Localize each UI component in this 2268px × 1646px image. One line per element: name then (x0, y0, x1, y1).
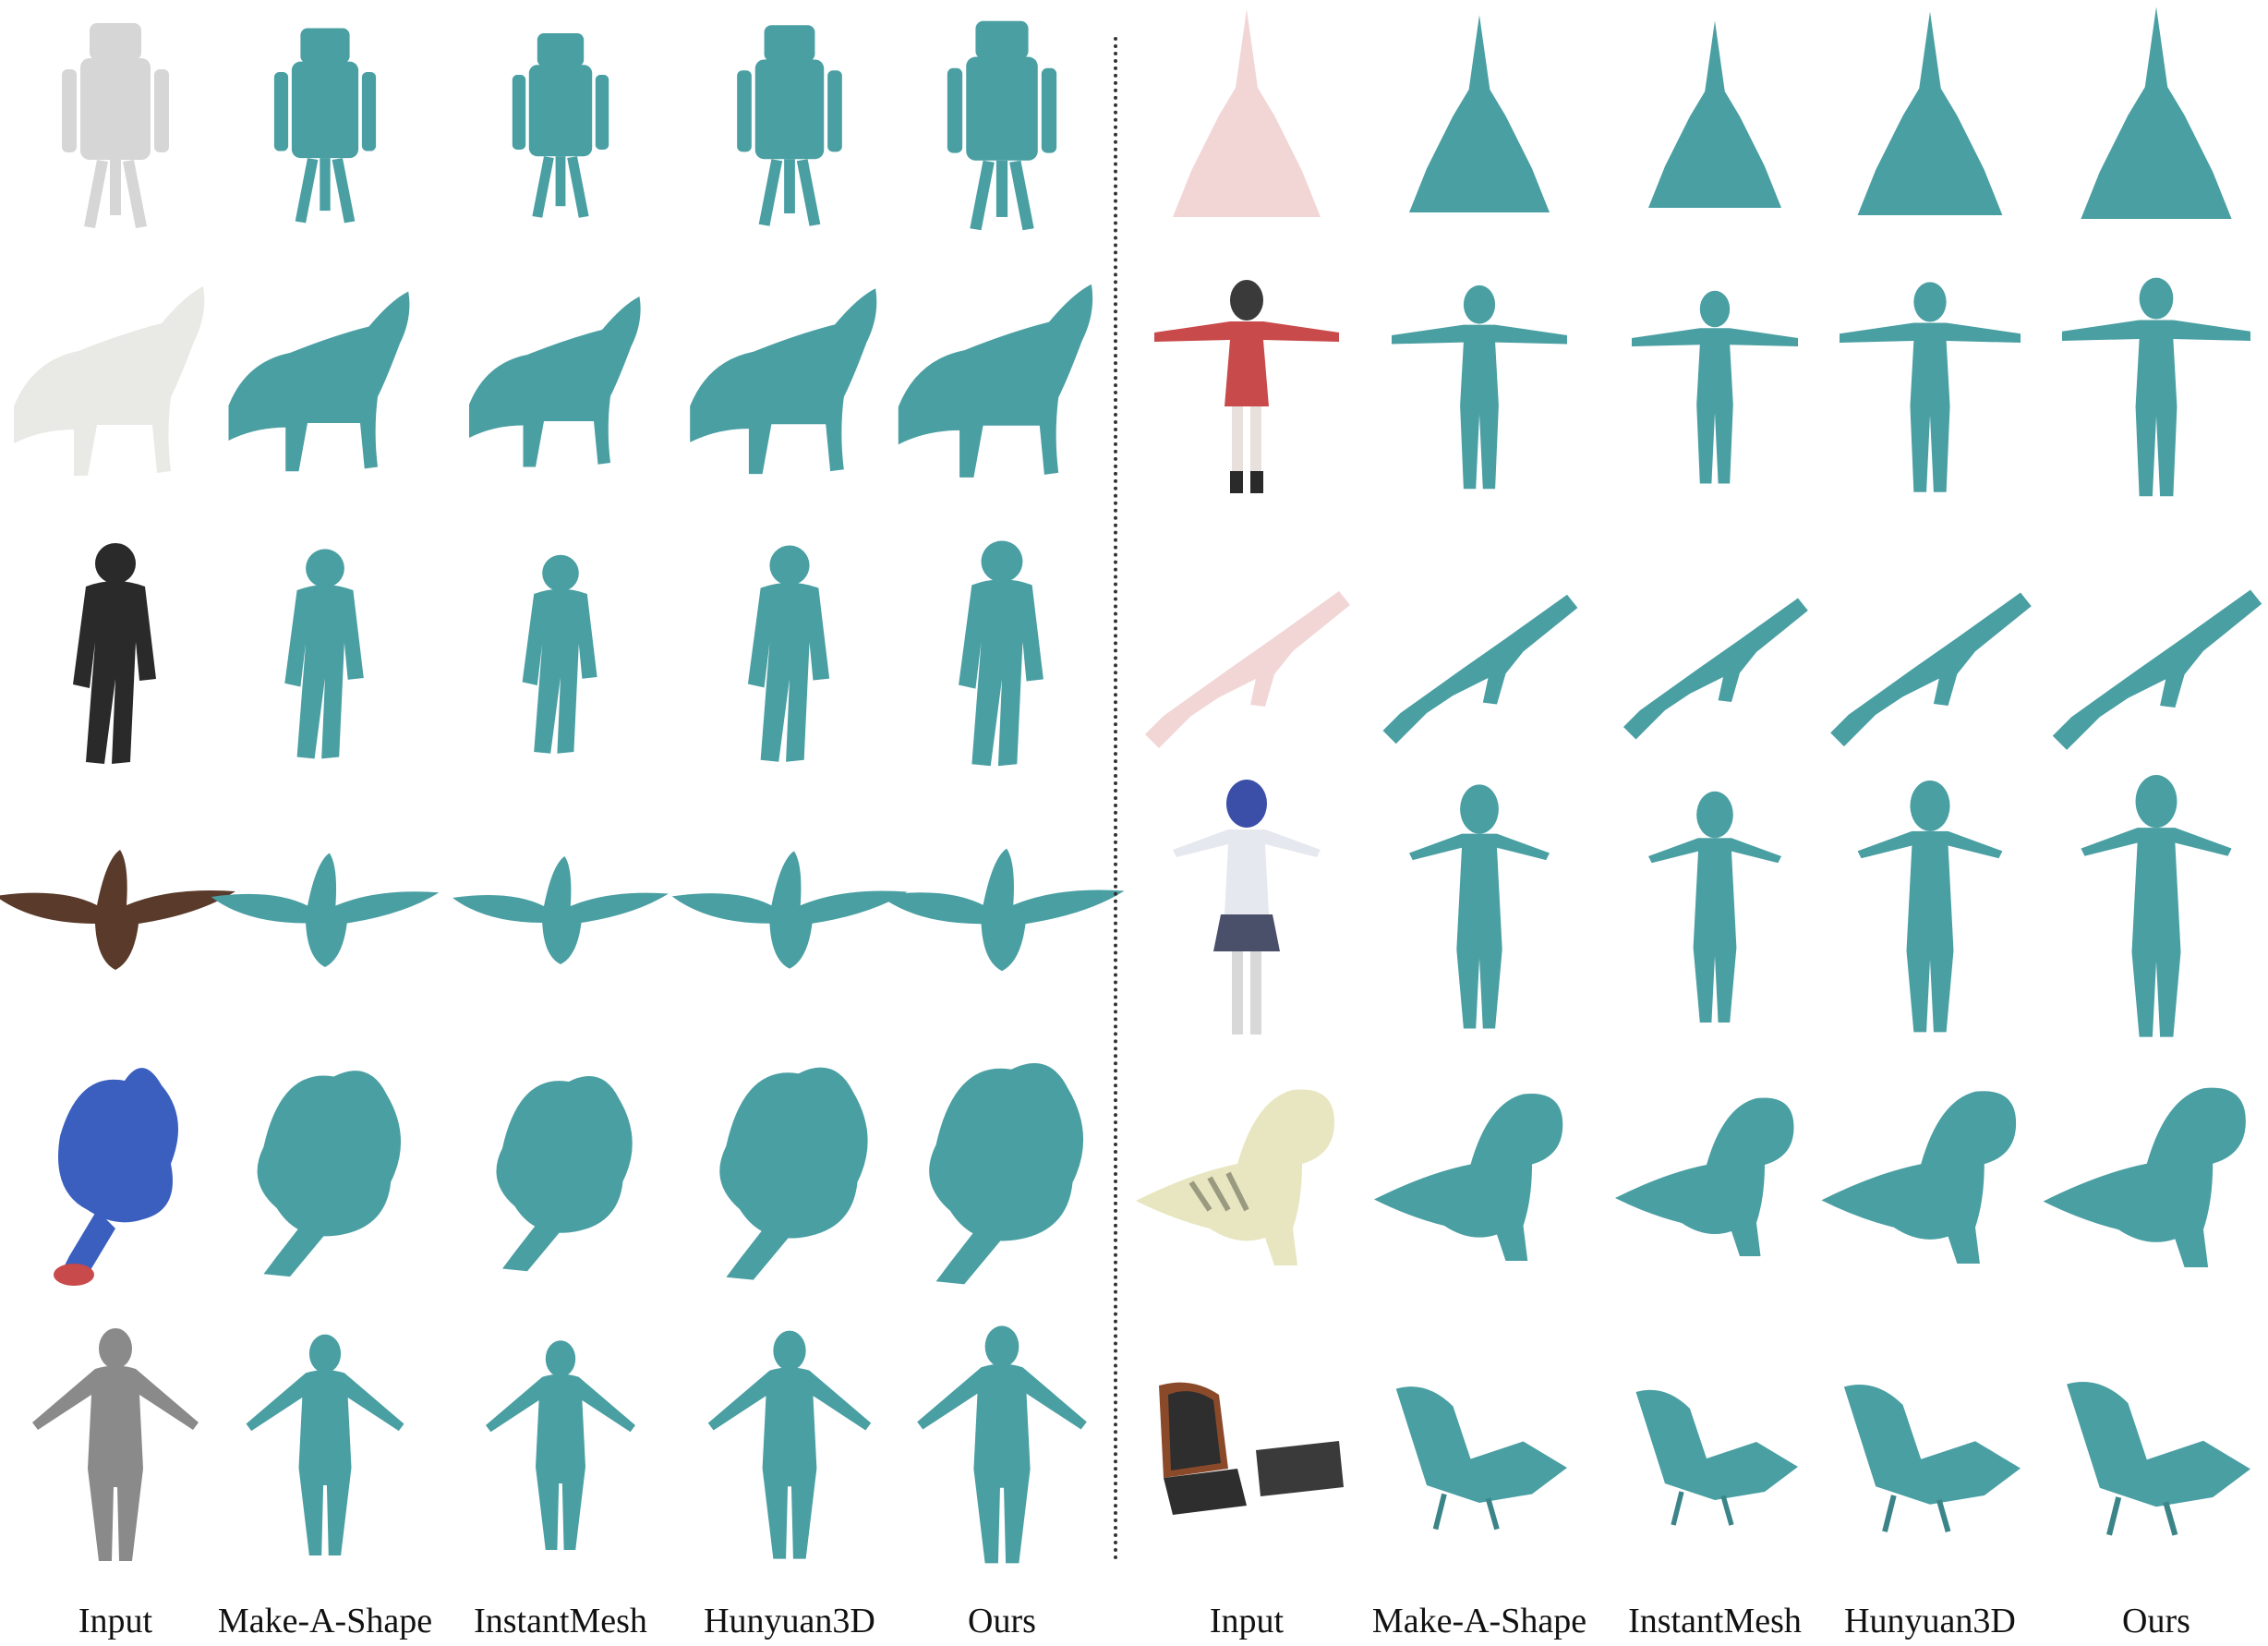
left-soldier-make-a-shape-thumbnail (284, 549, 364, 759)
left-woman-input-thumbnail (32, 1328, 199, 1561)
right-rifle-make-a-shape-thumbnail (1382, 594, 1578, 744)
right-schoolgirl-hunyuan3d-thumbnail (1857, 780, 2003, 1033)
left-robot-make-a-shape-thumbnail (273, 28, 377, 224)
right-lounge-chair-instantmesh-thumbnail (1635, 1389, 1798, 1526)
right-dinosaur-instantmesh-thumbnail (1615, 1097, 1794, 1256)
right-dinosaur-hunyuan3d-thumbnail (1821, 1091, 2017, 1264)
left-wolf-input-thumbnail (14, 286, 205, 476)
left-hedgehog-hunyuan3d-thumbnail (719, 1067, 868, 1280)
right-pagoda-make-a-shape-thumbnail (1409, 15, 1550, 212)
right-pagoda-input-thumbnail (1173, 9, 1321, 217)
right-lounge-chair-hunyuan3d-thumbnail (1843, 1384, 2021, 1533)
right-lounge-chair-make-a-shape-thumbnail (1395, 1386, 1567, 1531)
left-robot-hunyuan3d-thumbnail (737, 25, 842, 226)
left-wolf-make-a-shape-thumbnail (228, 291, 410, 472)
col-label-left-instantmesh: InstantMesh (474, 1602, 647, 1640)
right-lounge-chair-ours-thumbnail (2067, 1382, 2250, 1536)
right-dinosaur-input-thumbnail (1136, 1089, 1334, 1265)
right-pagoda-instantmesh-thumbnail (1648, 20, 1781, 208)
col-label-left-ours: Ours (968, 1602, 1036, 1640)
right-girl-tpose-instantmesh-thumbnail (1632, 290, 1798, 484)
right-dinosaur-ours-thumbnail (2043, 1087, 2246, 1267)
left-bird-input-thumbnail (0, 850, 235, 970)
left-bird-make-a-shape-thumbnail (211, 853, 440, 967)
right-girl-tpose-input-thumbnail (1154, 280, 1339, 493)
col-label-left-hunyuan3d: Hunyuan3D (704, 1602, 875, 1640)
left-hedgehog-instantmesh-thumbnail (496, 1076, 633, 1272)
left-woman-ours-thumbnail (917, 1325, 1087, 1564)
left-wolf-ours-thumbnail (898, 284, 1093, 478)
col-label-left-input: Input (78, 1602, 153, 1640)
right-pagoda-ours-thumbnail (2081, 6, 2232, 220)
left-woman-make-a-shape-thumbnail (246, 1334, 404, 1555)
right-schoolgirl-input-thumbnail (1173, 780, 1321, 1035)
col-label-left-make-a-shape: Make-A-Shape (217, 1602, 433, 1640)
col-label-right-hunyuan3d: Hunyuan3D (1844, 1602, 2016, 1640)
col-label-right-input: Input (1209, 1602, 1285, 1640)
left-hedgehog-ours-thumbnail (929, 1063, 1084, 1285)
right-schoolgirl-make-a-shape-thumbnail (1409, 784, 1550, 1029)
left-soldier-ours-thumbnail (959, 540, 1044, 767)
right-lounge-chair-input-thumbnail (1159, 1382, 1344, 1515)
right-dinosaur-make-a-shape-thumbnail (1374, 1093, 1563, 1261)
left-bird-hunyuan3d-thumbnail (671, 851, 908, 969)
right-rifle-ours-thumbnail (2052, 589, 2262, 750)
left-robot-input-thumbnail (62, 23, 169, 228)
left-woman-instantmesh-thumbnail (486, 1340, 635, 1550)
col-label-right-ours: Ours (2122, 1602, 2190, 1640)
left-hedgehog-make-a-shape-thumbnail (257, 1071, 402, 1277)
right-rifle-instantmesh-thumbnail (1623, 598, 1808, 740)
left-soldier-input-thumbnail (73, 543, 156, 764)
col-label-right-instantmesh: InstantMesh (1628, 1602, 1802, 1640)
left-robot-ours-thumbnail (947, 20, 1057, 231)
left-soldier-hunyuan3d-thumbnail (747, 545, 830, 762)
left-wolf-hunyuan3d-thumbnail (690, 288, 877, 475)
right-girl-tpose-ours-thumbnail (2062, 277, 2250, 497)
right-rifle-hunyuan3d-thumbnail (1830, 592, 2032, 747)
left-robot-instantmesh-thumbnail (512, 32, 609, 218)
right-schoolgirl-ours-thumbnail (2081, 775, 2232, 1037)
panel-divider (1114, 37, 1117, 1561)
left-bird-ours-thumbnail (879, 848, 1125, 972)
right-girl-tpose-hunyuan3d-thumbnail (1840, 282, 2021, 492)
right-schoolgirl-instantmesh-thumbnail (1648, 791, 1781, 1023)
right-girl-tpose-make-a-shape-thumbnail (1392, 284, 1567, 490)
left-soldier-instantmesh-thumbnail (522, 554, 597, 754)
left-wolf-instantmesh-thumbnail (469, 297, 641, 467)
right-rifle-input-thumbnail (1145, 591, 1350, 748)
left-hedgehog-input-thumbnail (54, 1068, 178, 1286)
left-woman-hunyuan3d-thumbnail (707, 1330, 872, 1559)
col-label-right-make-a-shape: Make-A-Shape (1371, 1602, 1587, 1640)
right-pagoda-hunyuan3d-thumbnail (1857, 11, 2003, 215)
left-bird-instantmesh-thumbnail (452, 856, 669, 964)
